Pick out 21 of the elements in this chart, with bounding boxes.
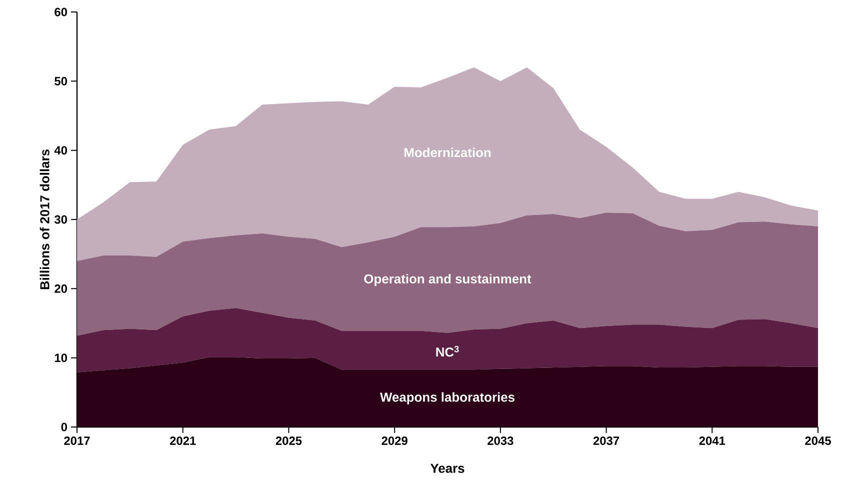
x-tick-label: 2025 [276, 436, 302, 445]
x-axis-title: Years [430, 464, 464, 473]
y-tick-label: 10 [54, 354, 67, 362]
y-tick-label: 60 [54, 8, 67, 16]
x-tick-label: 2017 [64, 436, 90, 445]
x-tick-label: 2033 [488, 436, 514, 446]
y-tick-label: 20 [54, 284, 67, 293]
series-label: Modernization [404, 148, 491, 158]
y-tick-label: 0 [61, 422, 67, 432]
x-tick-label: 2037 [593, 436, 620, 446]
series-label: Operation and sustainment [364, 274, 532, 286]
x-tick-label: 2041 [699, 436, 726, 445]
y-axis-title: Billions of 2017 dollars [40, 149, 50, 290]
x-tick-label: 2045 [805, 436, 831, 445]
y-tick-label: 40 [54, 146, 67, 155]
series-label: Weapons laboratories [380, 392, 514, 404]
series-label: NC$^{3}$ [436, 346, 459, 357]
x-tick-label: 2029 [382, 436, 408, 445]
x-tick-label: 2021 [170, 436, 196, 445]
y-tick-label: 30 [54, 215, 67, 224]
y-tick-label: 50 [54, 76, 67, 86]
